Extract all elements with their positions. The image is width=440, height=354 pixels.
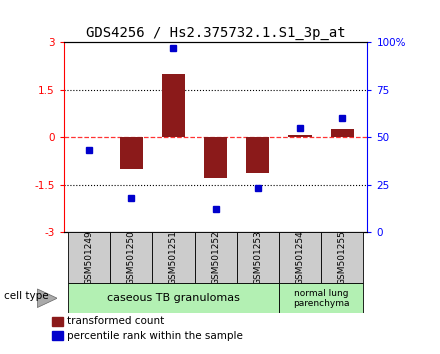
FancyBboxPatch shape [152,232,194,283]
Bar [288,135,312,137]
Text: caseous TB granulomas: caseous TB granulomas [107,293,240,303]
Text: GSM501255: GSM501255 [337,230,347,285]
Text: percentile rank within the sample: percentile rank within the sample [67,331,243,341]
Bar [330,129,354,137]
Text: normal lung
parenchyma: normal lung parenchyma [293,289,349,308]
FancyBboxPatch shape [68,283,279,313]
FancyBboxPatch shape [110,232,152,283]
Text: GSM501254: GSM501254 [295,230,304,285]
Text: GSM501253: GSM501253 [253,230,262,285]
FancyBboxPatch shape [237,232,279,283]
Bar [120,137,143,169]
Bar [246,137,269,173]
Text: cell type: cell type [4,291,49,302]
Text: GSM501250: GSM501250 [127,230,136,285]
Polygon shape [37,289,57,308]
FancyBboxPatch shape [68,232,110,283]
Text: GSM501252: GSM501252 [211,230,220,285]
FancyBboxPatch shape [279,232,321,283]
Text: GSM501249: GSM501249 [84,230,94,285]
FancyBboxPatch shape [194,232,237,283]
FancyBboxPatch shape [321,232,363,283]
Bar [52,317,63,326]
Text: transformed count: transformed count [67,316,165,326]
Title: GDS4256 / Hs2.375732.1.S1_3p_at: GDS4256 / Hs2.375732.1.S1_3p_at [86,26,345,40]
Text: GSM501251: GSM501251 [169,230,178,285]
Bar [52,331,63,341]
Bar [162,74,185,137]
FancyBboxPatch shape [279,283,363,313]
Bar [204,137,227,178]
